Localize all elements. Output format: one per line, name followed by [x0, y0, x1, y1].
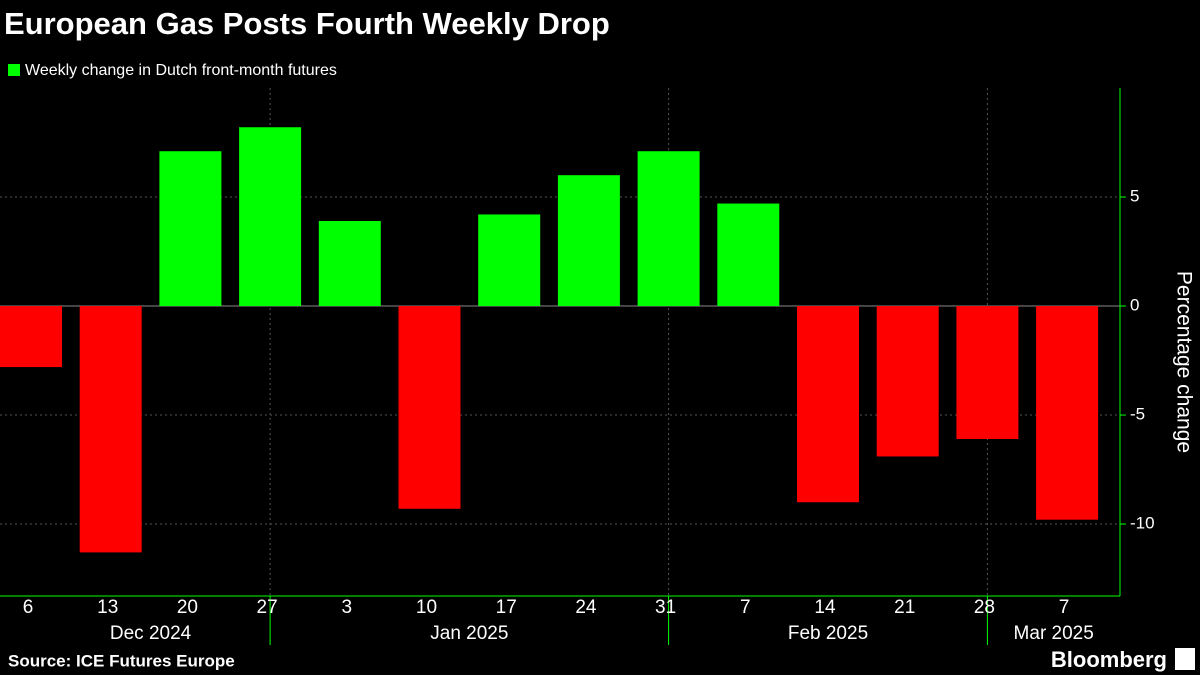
y-axis-label: Percentage change — [1172, 271, 1195, 453]
bar — [0, 306, 62, 368]
bar — [318, 220, 381, 307]
x-tick-label: 6 — [23, 597, 34, 618]
y-tick-label: 5 — [1130, 186, 1139, 205]
bar — [239, 127, 302, 307]
x-tick-label: 28 — [974, 597, 995, 618]
bar — [79, 306, 142, 553]
bar — [637, 151, 700, 307]
x-tick-label: 31 — [655, 597, 676, 618]
x-group-label: Feb 2025 — [788, 623, 868, 644]
chart-title: European Gas Posts Fourth Weekly Drop — [4, 6, 610, 41]
bar — [1036, 306, 1099, 520]
y-tick-label: -10 — [1130, 514, 1155, 533]
x-group-label: Dec 2024 — [110, 623, 192, 644]
x-tick-label: 24 — [575, 597, 597, 618]
x-group-label: Mar 2025 — [1014, 623, 1094, 644]
x-tick-label: 17 — [496, 597, 517, 618]
bar — [717, 203, 780, 307]
x-tick-label: 7 — [1059, 597, 1070, 618]
x-tick-label: 20 — [177, 597, 198, 618]
x-tick-label: 10 — [416, 597, 437, 618]
y-tick-label: -5 — [1130, 405, 1145, 424]
x-tick-label: 3 — [342, 597, 353, 618]
brand: Bloomberg — [1051, 647, 1167, 672]
x-tick-label: 7 — [740, 597, 751, 618]
x-tick-label: 27 — [257, 597, 278, 618]
bar — [956, 306, 1019, 440]
x-group-label: Jan 2025 — [430, 623, 508, 644]
bar — [398, 306, 461, 509]
bar — [478, 214, 541, 307]
x-tick-label: 21 — [894, 597, 915, 618]
bar — [876, 306, 939, 457]
x-tick-label: 13 — [97, 597, 118, 618]
legend-label: Weekly change in Dutch front-month futur… — [25, 62, 337, 79]
bar — [797, 306, 859, 503]
bar — [557, 175, 620, 307]
bar — [159, 151, 222, 307]
legend-swatch — [8, 64, 20, 76]
x-tick-label: 14 — [814, 597, 836, 618]
y-tick-label: 0 — [1130, 296, 1139, 315]
brand-icon — [1175, 648, 1195, 670]
source: Source: ICE Futures Europe — [8, 651, 235, 670]
